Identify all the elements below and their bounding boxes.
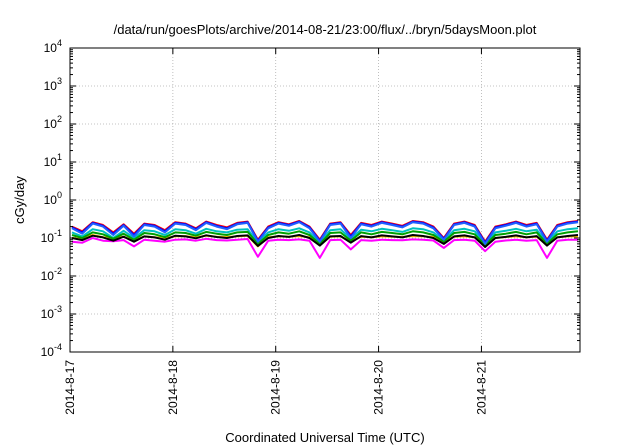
y-tick-label: 104 (44, 38, 62, 55)
grid (70, 48, 580, 352)
series-line-0 (71, 237, 578, 259)
y-tick-label: 102 (44, 114, 62, 131)
y-tick-label: 101 (44, 152, 62, 169)
y-tick-label: 10-3 (41, 304, 62, 321)
y-tick-label: 103 (44, 76, 62, 93)
series-group (71, 220, 579, 259)
y-tick-label: 100 (44, 190, 62, 207)
y-axis-label: cGy/day (12, 176, 27, 224)
x-tick-label: 2014-8-19 (269, 360, 283, 415)
chart-title: /data/run/goesPlots/archive/2014-08-21/2… (114, 22, 537, 37)
series-line-6 (71, 234, 579, 248)
y-tick-label: 10-1 (41, 228, 62, 245)
x-tick-label: 2014-8-20 (372, 360, 386, 415)
y-tick-label: 10-2 (41, 266, 62, 283)
x-tick-label: 2014-8-17 (63, 360, 77, 415)
y-ticks: 10-4 10-3 10-2 10-1 100 101 102 103 104 (41, 38, 580, 359)
series-line-5 (71, 230, 579, 247)
x-axis-label: Coordinated Universal Time (UTC) (225, 430, 424, 445)
series-line-7 (71, 221, 579, 245)
y-tick-label: 10-4 (41, 342, 62, 359)
x-ticks: 2014-8-17 2014-8-18 2014-8-19 2014-8-20 2014… (63, 48, 488, 415)
x-tick-label: 2014-8-18 (166, 360, 180, 415)
x-tick-label: 2014-8-21 (474, 360, 488, 415)
series-line-4 (71, 227, 579, 245)
